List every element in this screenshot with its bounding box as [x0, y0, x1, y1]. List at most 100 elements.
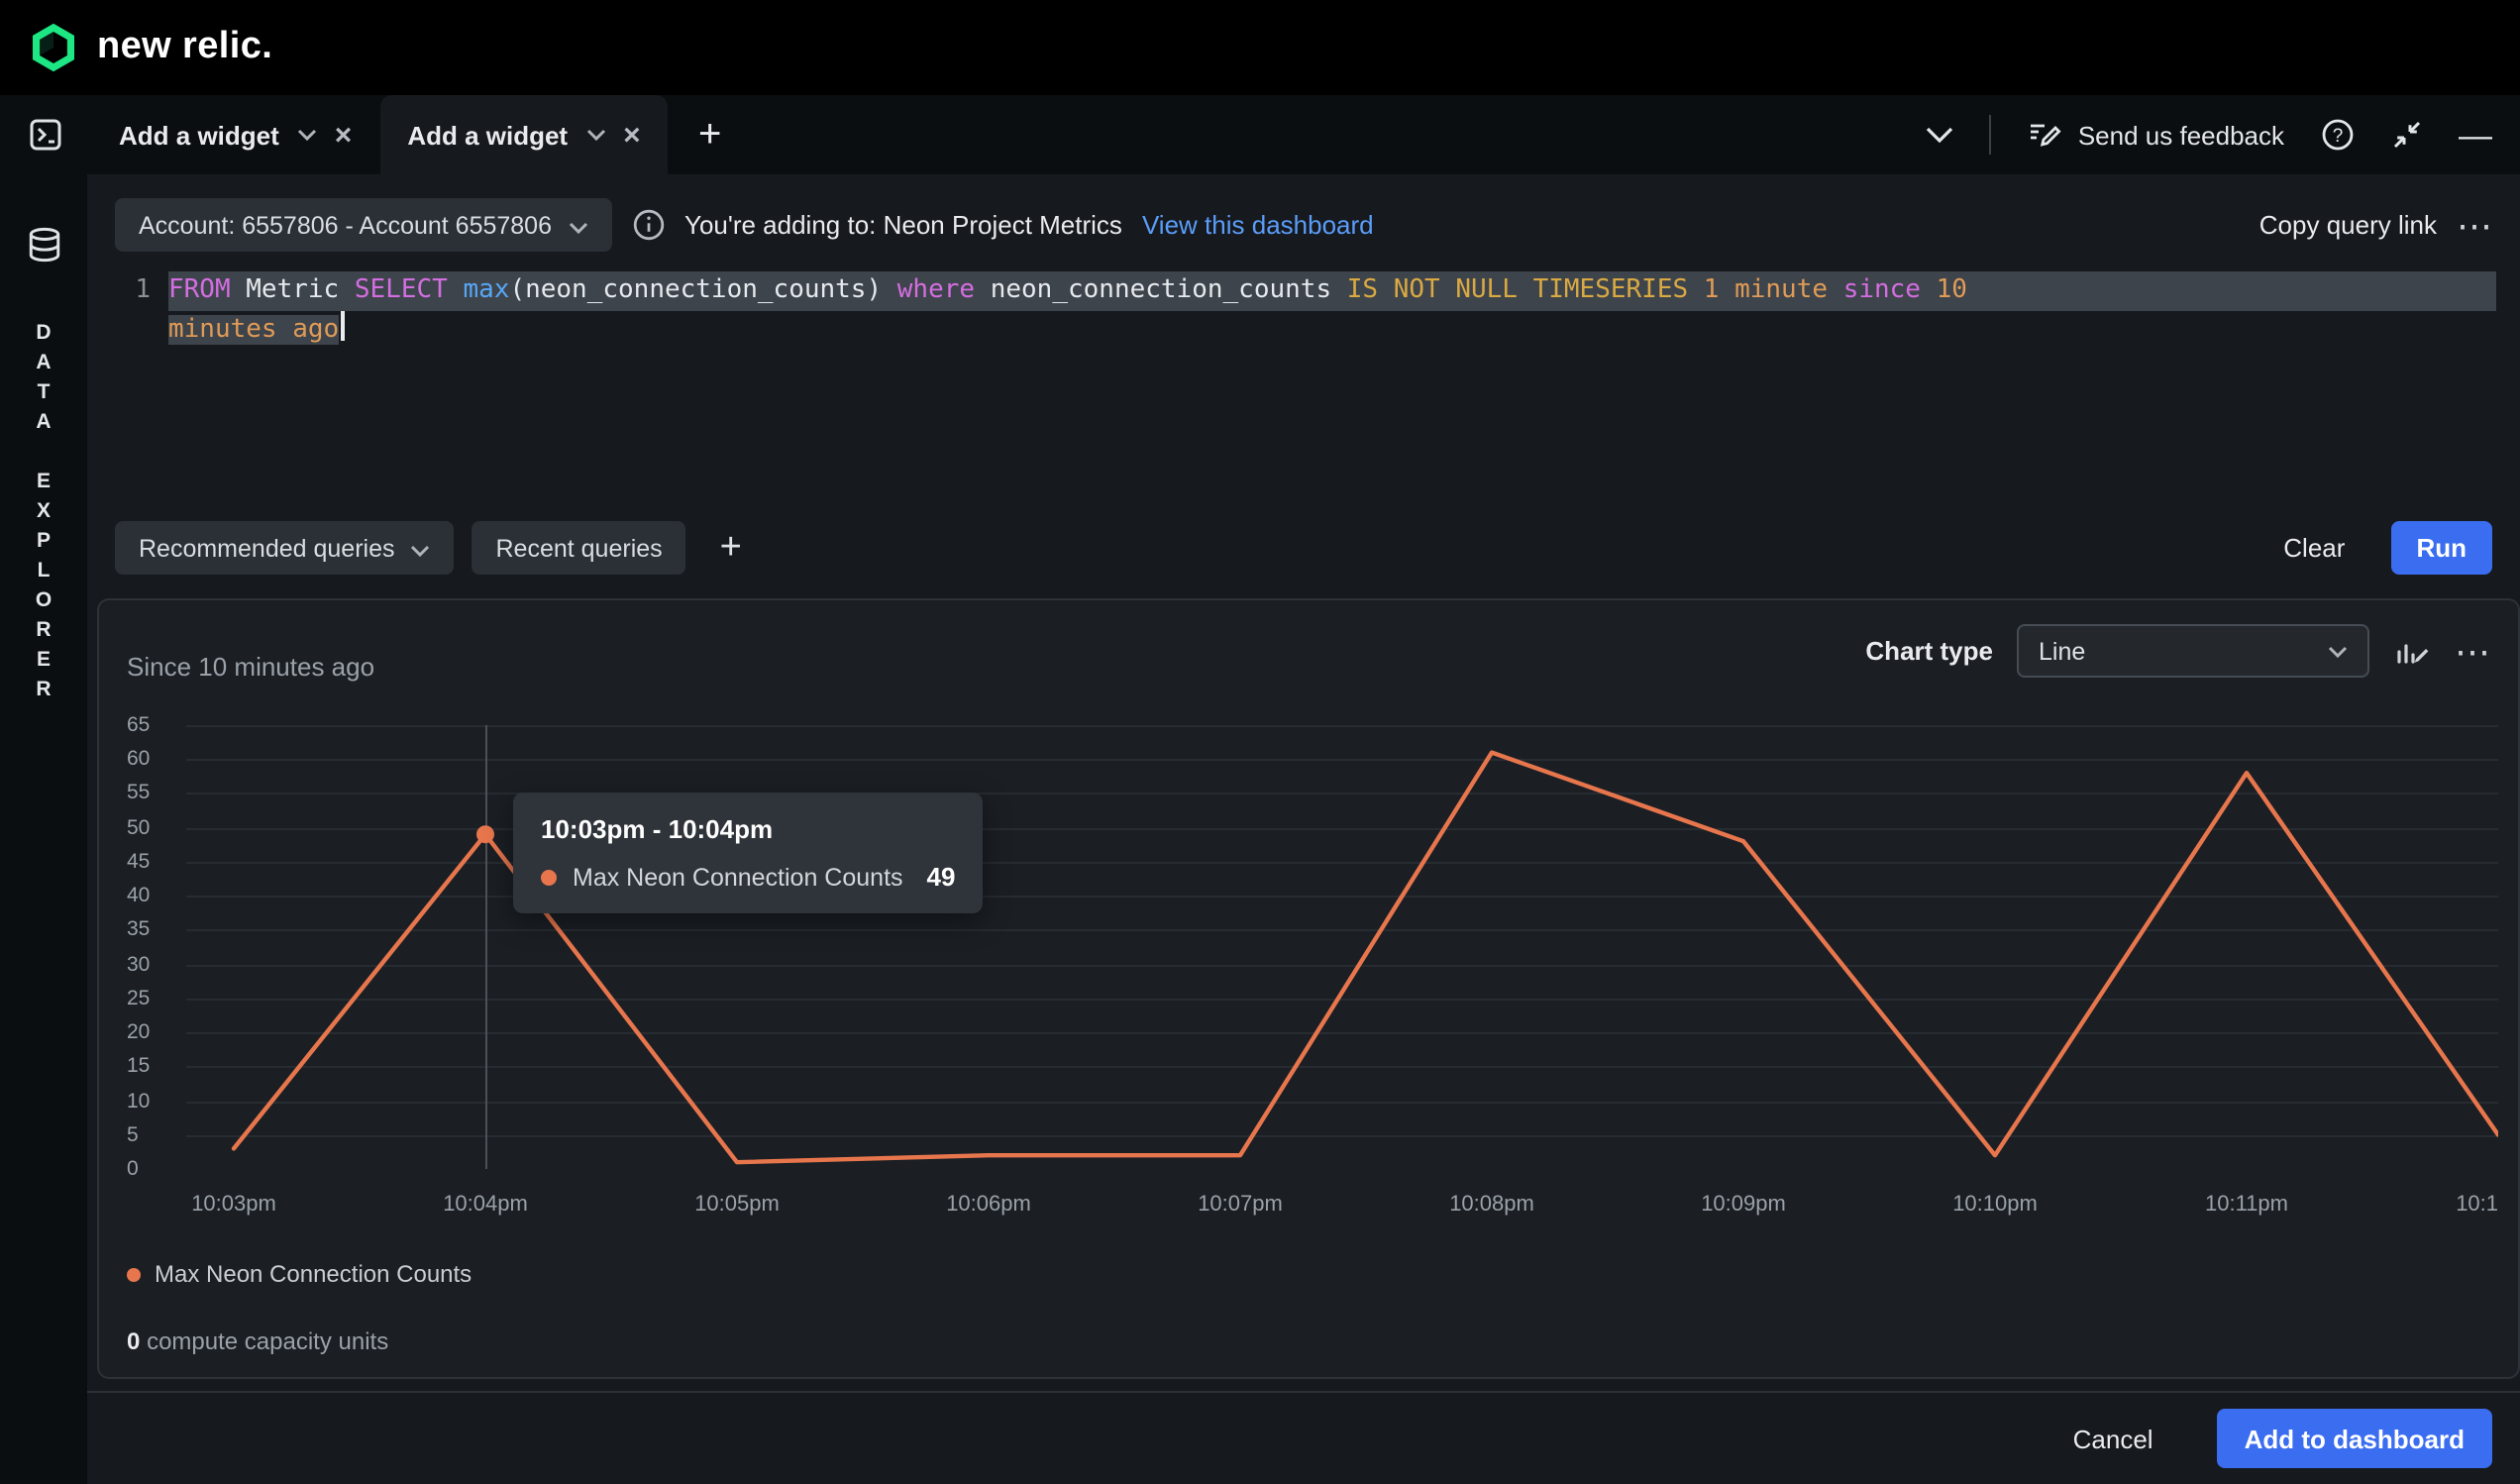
- series-dot-icon: [541, 869, 557, 885]
- chart-block: 0 5 10 15 20 25 30 35 40 45 50 55 60 65 10:03pm - 10:…: [127, 713, 2498, 1224]
- recent-queries-label: Recent queries: [495, 534, 663, 562]
- clear-button[interactable]: Clear: [2271, 531, 2357, 565]
- y-tick-label: 55: [127, 781, 151, 805]
- query-line: minutes ago: [115, 311, 2496, 351]
- query-editor[interactable]: 1 FROM Metric SELECT max(neon_connection…: [87, 252, 2520, 505]
- text-caret: [341, 311, 346, 341]
- new-tab-button[interactable]: +: [669, 95, 752, 174]
- account-row: Account: 6557806 - Account 6557806 You'r…: [87, 174, 2520, 252]
- legend-label: Max Neon Connection Counts: [155, 1260, 472, 1288]
- close-icon[interactable]: ×: [334, 118, 353, 152]
- recommended-queries-button[interactable]: Recommended queries: [115, 521, 455, 575]
- x-tick-label: 10:08pm: [1449, 1193, 1534, 1217]
- cancel-button[interactable]: Cancel: [2061, 1422, 2165, 1455]
- x-tick-label: 10:04pm: [443, 1193, 528, 1217]
- help-icon[interactable]: ?: [2320, 117, 2356, 153]
- y-axis-labels: 0 5 10 15 20 25 30 35 40 45 50 55 60 65: [127, 713, 170, 1181]
- chart-panel: Since 10 minutes ago Chart type Line: [97, 598, 2520, 1379]
- since-label: Since 10 minutes ago: [127, 652, 375, 682]
- y-tick-label: 0: [127, 1157, 139, 1181]
- chevron-down-icon: [2328, 645, 2348, 657]
- chevron-down-icon: [411, 534, 431, 562]
- x-tick-label: 10:11pm: [2205, 1193, 2288, 1217]
- x-tick-label: 10:05pm: [694, 1193, 780, 1217]
- tab-spacer: [752, 95, 1926, 174]
- y-tick-label: 20: [127, 1020, 151, 1045]
- y-tick-label: 65: [127, 713, 151, 737]
- y-tick-label: 25: [127, 986, 151, 1010]
- chart-more-options-icon[interactable]: ⋯: [2455, 631, 2490, 671]
- tab-label: Add a widget: [407, 120, 569, 150]
- send-feedback-button[interactable]: Send us feedback: [2027, 119, 2284, 151]
- chevron-down-icon: [568, 211, 587, 239]
- info-icon: [631, 208, 665, 242]
- recent-queries-button[interactable]: Recent queries: [472, 521, 686, 575]
- tabbar-right-controls: Send us feedback ? —: [1926, 95, 2520, 174]
- query-line: 1 FROM Metric SELECT max(neon_connection…: [115, 271, 2496, 311]
- query-text-line-1: FROM Metric SELECT max(neon_connection_c…: [168, 271, 2496, 311]
- brand-name: new relic.: [97, 26, 273, 67]
- sidebar: DATA EXPLORER: [0, 174, 87, 1484]
- query-console-button[interactable]: [0, 95, 91, 174]
- chart-type-value: Line: [2039, 637, 2086, 665]
- line-number: [115, 311, 151, 351]
- database-icon: [28, 227, 59, 263]
- tab-label: Add a widget: [119, 120, 279, 150]
- shell: DATA EXPLORER Account: 6557806 - Account…: [0, 174, 2520, 1484]
- account-selector-label: Account: 6557806 - Account 6557806: [139, 211, 552, 239]
- y-tick-label: 30: [127, 952, 151, 977]
- capacity-text: compute capacity units: [147, 1327, 389, 1355]
- add-to-dashboard-button[interactable]: Add to dashboard: [2216, 1409, 2492, 1468]
- query-actions-row: Recommended queries Recent queries + Cle…: [87, 505, 2520, 575]
- chart-legend[interactable]: Max Neon Connection Counts: [127, 1260, 2490, 1288]
- brand[interactable]: new relic.: [28, 22, 272, 73]
- svg-text:?: ?: [2333, 126, 2344, 147]
- chart-type-label: Chart type: [1865, 636, 1993, 666]
- x-tick-label: 10:10pm: [1952, 1193, 2038, 1217]
- chart-plot-area[interactable]: 10:03pm - 10:04pm Max Neon Connection Co…: [186, 725, 2498, 1169]
- y-tick-label: 40: [127, 884, 151, 908]
- minimize-icon[interactable]: —: [2459, 116, 2492, 154]
- x-axis-labels: 10:03pm 10:04pm 10:05pm 10:06pm 10:07pm 10:08…: [186, 1193, 2498, 1224]
- x-tick-label: 10:06pm: [946, 1193, 1031, 1217]
- series-dot-icon: [127, 1267, 141, 1281]
- sidebar-label[interactable]: DATA EXPLORER: [32, 321, 55, 707]
- close-icon[interactable]: ×: [623, 118, 641, 152]
- recommended-queries-label: Recommended queries: [139, 534, 395, 562]
- series-line: [231, 750, 2498, 1165]
- copy-query-link-button[interactable]: Copy query link: [2258, 210, 2437, 240]
- y-tick-label: 50: [127, 815, 151, 840]
- chart-tooltip: 10:03pm - 10:04pm Max Neon Connection Co…: [513, 793, 984, 913]
- data-explorer-button[interactable]: [25, 226, 62, 273]
- top-header: new relic.: [0, 0, 2520, 95]
- x-tick-label: 10:09pm: [1701, 1193, 1786, 1217]
- chevron-down-icon: [297, 129, 317, 141]
- tooltip-series-name: Max Neon Connection Counts: [573, 863, 903, 891]
- run-button[interactable]: Run: [2390, 521, 2492, 575]
- tooltip-row: Max Neon Connection Counts 49: [541, 862, 955, 892]
- feedback-pencil-icon: [2030, 124, 2061, 147]
- chart-panel-header: Since 10 minutes ago Chart type Line: [127, 624, 2490, 682]
- x-tick-label: 10:07pm: [1198, 1193, 1283, 1217]
- tooltip-value: 49: [926, 862, 956, 892]
- chart-controls: Chart type Line: [1865, 624, 2490, 678]
- console-icon: [30, 119, 61, 151]
- tab-add-widget-1[interactable]: Add a widget ×: [91, 95, 379, 174]
- chart-edit-icon[interactable]: [2393, 635, 2431, 667]
- plot-column: 10:03pm - 10:04pm Max Neon Connection Co…: [186, 725, 2498, 1224]
- y-tick-label: 5: [127, 1122, 139, 1147]
- account-selector[interactable]: Account: 6557806 - Account 6557806: [115, 198, 611, 252]
- collapse-icon[interactable]: [2391, 119, 2423, 151]
- capacity-value: 0: [127, 1327, 141, 1355]
- main-content: Account: 6557806 - Account 6557806 You'r…: [87, 174, 2520, 1484]
- tooltip-title: 10:03pm - 10:04pm: [541, 814, 774, 844]
- tabs-overflow-chevron-icon[interactable]: [1926, 127, 1953, 143]
- vertical-divider: [1988, 115, 1991, 155]
- chart-type-select[interactable]: Line: [2017, 624, 2369, 678]
- query-more-options-icon[interactable]: ⋯: [2457, 205, 2492, 245]
- capacity-footnote: 0 compute capacity units: [127, 1327, 2490, 1355]
- view-dashboard-link[interactable]: View this dashboard: [1141, 210, 1374, 240]
- add-query-tab-icon[interactable]: +: [704, 526, 758, 570]
- footer-bar: Cancel Add to dashboard: [87, 1391, 2520, 1484]
- tab-add-widget-2[interactable]: Add a widget ×: [379, 95, 669, 174]
